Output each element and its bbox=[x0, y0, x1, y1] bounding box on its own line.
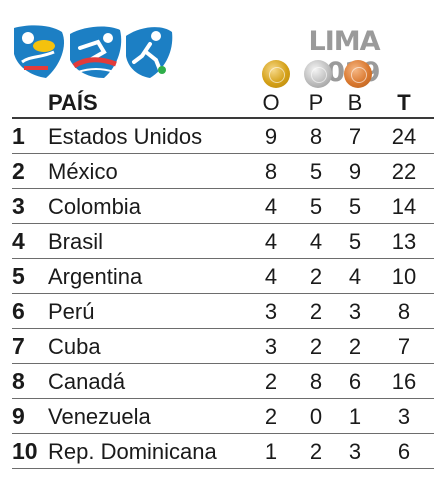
bronze-count: 9 bbox=[348, 159, 362, 184]
bronze-medal-icon bbox=[344, 60, 372, 88]
country-name: Perú bbox=[48, 299, 95, 324]
country-name: Venezuela bbox=[48, 404, 151, 429]
country-name: México bbox=[48, 159, 118, 184]
bronze-count: 5 bbox=[348, 229, 362, 254]
row-divider bbox=[12, 433, 434, 434]
row-divider bbox=[12, 153, 434, 154]
silver-count: 5 bbox=[309, 194, 323, 219]
total-column-header: T bbox=[397, 90, 411, 115]
row-divider bbox=[12, 293, 434, 294]
table-row: 5 Argentina 4 2 4 10 bbox=[0, 259, 439, 294]
silver-count: 8 bbox=[309, 124, 323, 149]
total-count: 6 bbox=[397, 439, 411, 464]
silver-count: 2 bbox=[309, 334, 323, 359]
rank-number: 7 bbox=[12, 333, 25, 359]
total-count: 13 bbox=[391, 229, 417, 254]
rank-number: 6 bbox=[12, 298, 25, 324]
table-row: 10 Rep. Dominicana 1 2 3 6 bbox=[0, 434, 439, 469]
bronze-count: 3 bbox=[348, 439, 362, 464]
gold-count: 2 bbox=[264, 404, 278, 429]
country-name: Cuba bbox=[48, 334, 101, 359]
rank-number: 5 bbox=[12, 263, 25, 289]
gold-count: 1 bbox=[264, 439, 278, 464]
gold-count: 4 bbox=[264, 264, 278, 289]
rank-number: 8 bbox=[12, 368, 25, 394]
header-divider bbox=[12, 117, 434, 119]
total-count: 14 bbox=[391, 194, 417, 219]
silver-count: 4 bbox=[309, 229, 323, 254]
row-divider bbox=[12, 468, 434, 469]
silver-count: 5 bbox=[309, 159, 323, 184]
gold-count: 3 bbox=[264, 299, 278, 324]
rank-number: 9 bbox=[12, 403, 25, 429]
bronze-count: 4 bbox=[348, 264, 362, 289]
bronze-column-header: B bbox=[347, 90, 363, 115]
silver-medal-icon bbox=[304, 60, 332, 88]
silver-count: 2 bbox=[309, 264, 323, 289]
silver-count: 8 bbox=[309, 369, 323, 394]
row-divider bbox=[12, 328, 434, 329]
sport-icons bbox=[14, 25, 173, 79]
table-row: 2 México 8 5 9 22 bbox=[0, 154, 439, 189]
rank-number: 4 bbox=[12, 228, 25, 254]
table-row: 8 Canadá 2 8 6 16 bbox=[0, 364, 439, 399]
cycling-icon bbox=[70, 26, 122, 78]
country-name: Rep. Dominicana bbox=[48, 439, 217, 464]
silver-count: 2 bbox=[309, 439, 323, 464]
rank-number: 3 bbox=[12, 193, 25, 219]
table-row: 9 Venezuela 2 0 1 3 bbox=[0, 399, 439, 434]
gold-count: 9 bbox=[264, 124, 278, 149]
bronze-count: 7 bbox=[348, 124, 362, 149]
silver-count: 2 bbox=[309, 299, 323, 324]
total-count: 8 bbox=[397, 299, 411, 324]
total-count: 10 bbox=[391, 264, 417, 289]
table-row: 7 Cuba 3 2 2 7 bbox=[0, 329, 439, 364]
bronze-count: 1 bbox=[348, 404, 362, 429]
table-row: 3 Colombia 4 5 5 14 bbox=[0, 189, 439, 224]
total-count: 22 bbox=[391, 159, 417, 184]
total-count: 7 bbox=[397, 334, 411, 359]
rank-number: 2 bbox=[12, 158, 25, 184]
row-divider bbox=[12, 363, 434, 364]
rank-number: 1 bbox=[12, 123, 25, 149]
country-column-header: PAÍS bbox=[48, 90, 98, 115]
total-count: 16 bbox=[391, 369, 417, 394]
row-divider bbox=[12, 398, 434, 399]
gold-count: 4 bbox=[264, 229, 278, 254]
swimming-icon bbox=[14, 25, 65, 79]
gold-medal-icon bbox=[262, 60, 290, 88]
country-name: Colombia bbox=[48, 194, 141, 219]
gold-count: 8 bbox=[264, 159, 278, 184]
gold-count: 2 bbox=[264, 369, 278, 394]
bronze-count: 2 bbox=[348, 334, 362, 359]
silver-column-header: P bbox=[308, 90, 324, 115]
gold-count: 4 bbox=[264, 194, 278, 219]
total-count: 24 bbox=[391, 124, 417, 149]
country-name: Canadá bbox=[48, 369, 126, 394]
table-row: 4 Brasil 4 4 5 13 bbox=[0, 224, 439, 259]
bronze-count: 6 bbox=[348, 369, 362, 394]
table-row: 1 Estados Unidos 9 8 7 24 bbox=[0, 119, 439, 154]
gold-column-header: O bbox=[262, 90, 280, 115]
row-divider bbox=[12, 223, 434, 224]
total-count: 3 bbox=[397, 404, 411, 429]
country-name: Argentina bbox=[48, 264, 143, 289]
rank-number: 10 bbox=[12, 438, 38, 464]
silver-count: 0 bbox=[309, 404, 323, 429]
soccer-icon bbox=[126, 27, 173, 78]
country-name: Estados Unidos bbox=[48, 124, 203, 149]
bronze-count: 3 bbox=[348, 299, 362, 324]
row-divider bbox=[12, 188, 434, 189]
country-name: Brasil bbox=[48, 229, 104, 254]
bronze-count: 5 bbox=[348, 194, 362, 219]
row-divider bbox=[12, 258, 434, 259]
table-row: 6 Perú 3 2 3 8 bbox=[0, 294, 439, 329]
gold-count: 3 bbox=[264, 334, 278, 359]
